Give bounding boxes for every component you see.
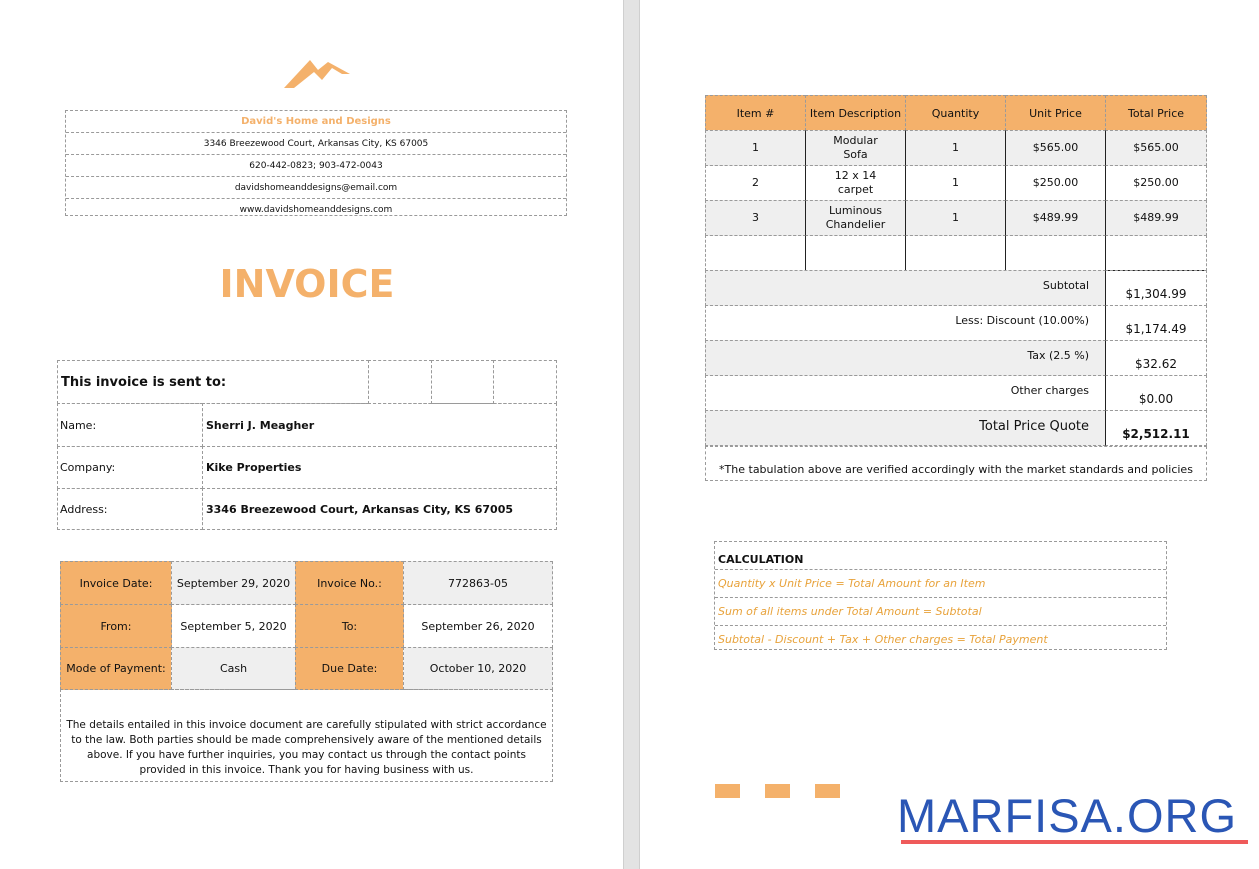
column-header: Item # [705,95,806,131]
summary-label: Other charges [705,375,1106,411]
company-name: David's Home and Designs [66,111,566,133]
watermark-underline [901,840,1248,844]
company-info-table: David's Home and Designs 3346 Breezewood… [65,110,567,216]
column-header: Unit Price [1005,95,1106,131]
payment-mode: Cash [171,647,296,690]
summary-value: $1,174.49 [1105,305,1207,341]
empty-cell [431,360,494,404]
summary-label: Total Price Quote [705,410,1106,446]
summary-note: *The tabulation above are verified accor… [705,446,1207,481]
decor-square [715,784,740,798]
calculation-heading: CALCULATION [715,542,1166,570]
recipient-company: Kike Properties [202,446,557,489]
empty-cell [368,360,432,404]
mountain-logo-icon [284,60,350,88]
table-cell: 1 [705,130,806,166]
invoice-title: INVOICE [219,262,395,306]
company-phones: 620-442-0823; 903-472-0043 [66,155,566,177]
recipient-name: Sherri J. Meagher [202,403,557,447]
column-header: Total Price [1105,95,1207,131]
summary-label: Less: Discount (10.00%) [705,305,1106,341]
table-cell [1005,235,1106,271]
table-cell: 3 [705,200,806,236]
table-cell: $250.00 [1105,165,1207,201]
table-cell: $565.00 [1005,130,1106,166]
column-header: Quantity [905,95,1006,131]
calculation-line: Sum of all items under Total Amount = Su… [715,598,1166,626]
calculation-table: CALCULATION Quantity x Unit Price = Tota… [714,541,1167,650]
table-cell [805,235,906,271]
summary-value: $32.62 [1105,340,1207,376]
table-cell: $565.00 [1105,130,1207,166]
recipient-heading: This invoice is sent to: [57,360,369,404]
address-label: Address: [57,488,203,530]
invoice-no: 772863-05 [403,561,553,605]
company-label: Company: [57,446,203,489]
page-gutter [623,0,640,869]
company-address: 3346 Breezewood Court, Arkansas City, KS… [66,133,566,155]
table-cell: 1 [905,165,1006,201]
empty-cell [493,360,557,404]
summary-value: $1,304.99 [1105,270,1207,306]
company-email: davidshomeanddesigns@email.com [66,177,566,199]
invoice-date: September 29, 2020 [171,561,296,605]
summary-value: $0.00 [1105,375,1207,411]
from-label: From: [60,604,172,648]
table-cell [705,235,806,271]
decor-square [815,784,840,798]
name-label: Name: [57,403,203,447]
table-cell: $489.99 [1105,200,1207,236]
to-label: To: [295,604,404,648]
table-cell: 12 x 14 carpet [805,165,906,201]
table-cell: 2 [705,165,806,201]
invoice-date-label: Invoice Date: [60,561,172,605]
table-cell: 1 [905,200,1006,236]
company-website: www.davidshomeanddesigns.com [239,204,393,215]
calculation-line: Quantity x Unit Price = Total Amount for… [715,570,1166,598]
column-header: Item Description [805,95,906,131]
summary-label: Subtotal [705,270,1106,306]
from-date: September 5, 2020 [171,604,296,648]
calculation-line: Subtotal - Discount + Tax + Other charge… [718,633,1048,646]
due-label: Due Date: [295,647,404,690]
summary-label: Tax (2.5 %) [705,340,1106,376]
invoice-no-label: Invoice No.: [295,561,404,605]
table-cell: $489.99 [1005,200,1106,236]
summary-value: $2,512.11 [1105,410,1207,446]
invoice-note: The details entailed in this invoice doc… [60,689,553,782]
table-cell: $250.00 [1005,165,1106,201]
to-date: September 26, 2020 [403,604,553,648]
table-cell: Luminous Chandelier [805,200,906,236]
table-cell: Modular Sofa [805,130,906,166]
due-date: October 10, 2020 [403,647,553,690]
table-cell [1105,235,1207,271]
table-cell [905,235,1006,271]
table-cell: 1 [905,130,1006,166]
watermark-logo: MARFISA.ORG [897,789,1238,842]
recipient-address: 3346 Breezewood Court, Arkansas City, KS… [202,488,557,530]
decor-square [765,784,790,798]
payment-label: Mode of Payment: [60,647,172,690]
